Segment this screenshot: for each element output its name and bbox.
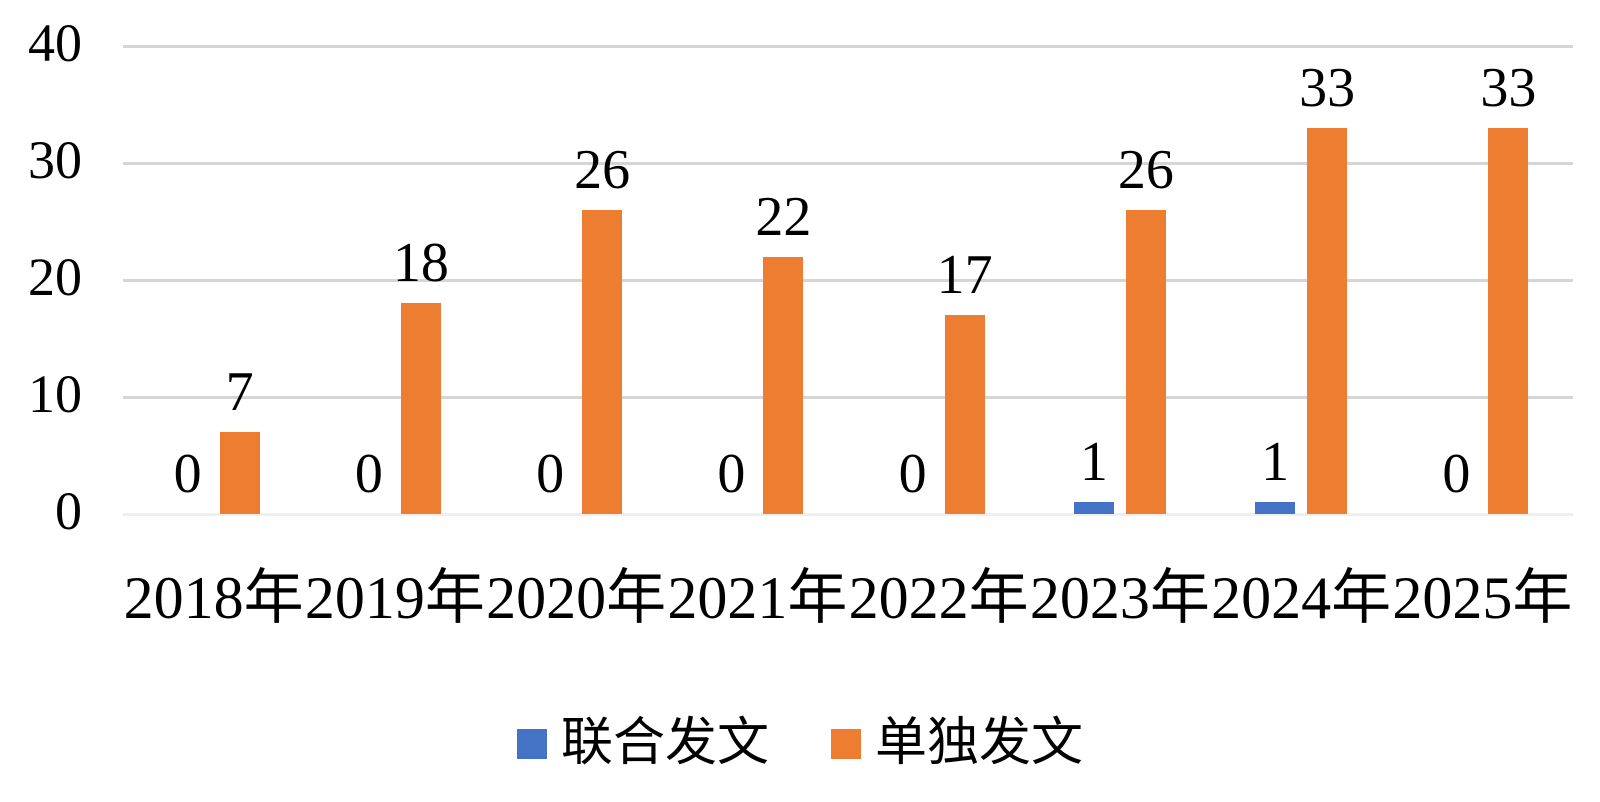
data-label-series-0-cat-0: 0 (173, 443, 202, 505)
data-label-series-0-cat-5: 1 (1079, 431, 1108, 493)
legend-label: 联合发文 (560, 715, 769, 772)
bar-series-1-cat-4 (944, 315, 985, 514)
data-label-series-1-cat-3: 22 (755, 186, 812, 248)
data-label-series-1-cat-4: 17 (936, 244, 993, 306)
y-tick-label: 10 (28, 364, 82, 424)
data-label-series-1-cat-0: 7 (225, 361, 254, 423)
x-axis-label: 2023年 (1029, 565, 1210, 631)
gridline (123, 45, 1573, 48)
y-tick-label: 0 (55, 481, 82, 541)
legend: 联合发文 单独发文 (0, 718, 1600, 770)
data-label-series-0-cat-7: 0 (1442, 443, 1471, 505)
gridline (123, 162, 1573, 165)
bar-series-0-cat-6 (1255, 502, 1296, 514)
x-axis-label: 2021年 (667, 565, 848, 631)
data-label-series-0-cat-2: 0 (536, 443, 565, 505)
bar-series-1-cat-7 (1488, 128, 1529, 514)
legend-marker-solo-publications-swatch (831, 729, 861, 759)
legend-item-joint-publications: 联合发文 (516, 715, 769, 772)
x-axis-label: 2019年 (304, 565, 485, 631)
x-axis-label: 2024年 (1211, 565, 1392, 631)
legend-item-solo-publications: 单独发文 (831, 718, 1083, 770)
gridline (123, 396, 1573, 399)
data-label-series-0-cat-6: 1 (1261, 431, 1290, 493)
bar-series-0-cat-5 (1073, 502, 1114, 514)
data-label-series-0-cat-1: 0 (354, 443, 383, 505)
baseline-gridline (123, 513, 1573, 516)
data-label-series-1-cat-6: 33 (1299, 57, 1356, 119)
bar-series-1-cat-5 (1125, 210, 1166, 514)
data-label-series-0-cat-3: 0 (717, 443, 746, 505)
x-axis-label: 2020年 (486, 565, 667, 631)
gridline (123, 279, 1573, 282)
x-axis-label: 2022年 (848, 565, 1029, 631)
data-label-series-1-cat-1: 18 (392, 232, 449, 294)
y-tick-label: 20 (28, 247, 82, 307)
y-tick-label: 30 (28, 130, 82, 190)
bar-series-1-cat-3 (763, 257, 804, 514)
y-tick-label: 40 (28, 13, 82, 73)
bar-series-1-cat-0 (219, 432, 260, 514)
bar-series-1-cat-2 (582, 210, 623, 514)
bar-series-1-cat-6 (1307, 128, 1348, 514)
bar-series-1-cat-1 (400, 303, 441, 514)
data-label-series-1-cat-7: 33 (1480, 57, 1537, 119)
data-label-series-1-cat-2: 26 (574, 139, 631, 201)
legend-marker-joint-publications-swatch (516, 729, 547, 759)
data-label-series-0-cat-4: 0 (898, 443, 927, 505)
data-label-series-1-cat-5: 26 (1117, 139, 1174, 201)
legend-label: 单独发文 (875, 715, 1084, 772)
x-axis-label: 2018年 (123, 565, 304, 631)
x-axis-label: 2025年 (1392, 565, 1573, 631)
